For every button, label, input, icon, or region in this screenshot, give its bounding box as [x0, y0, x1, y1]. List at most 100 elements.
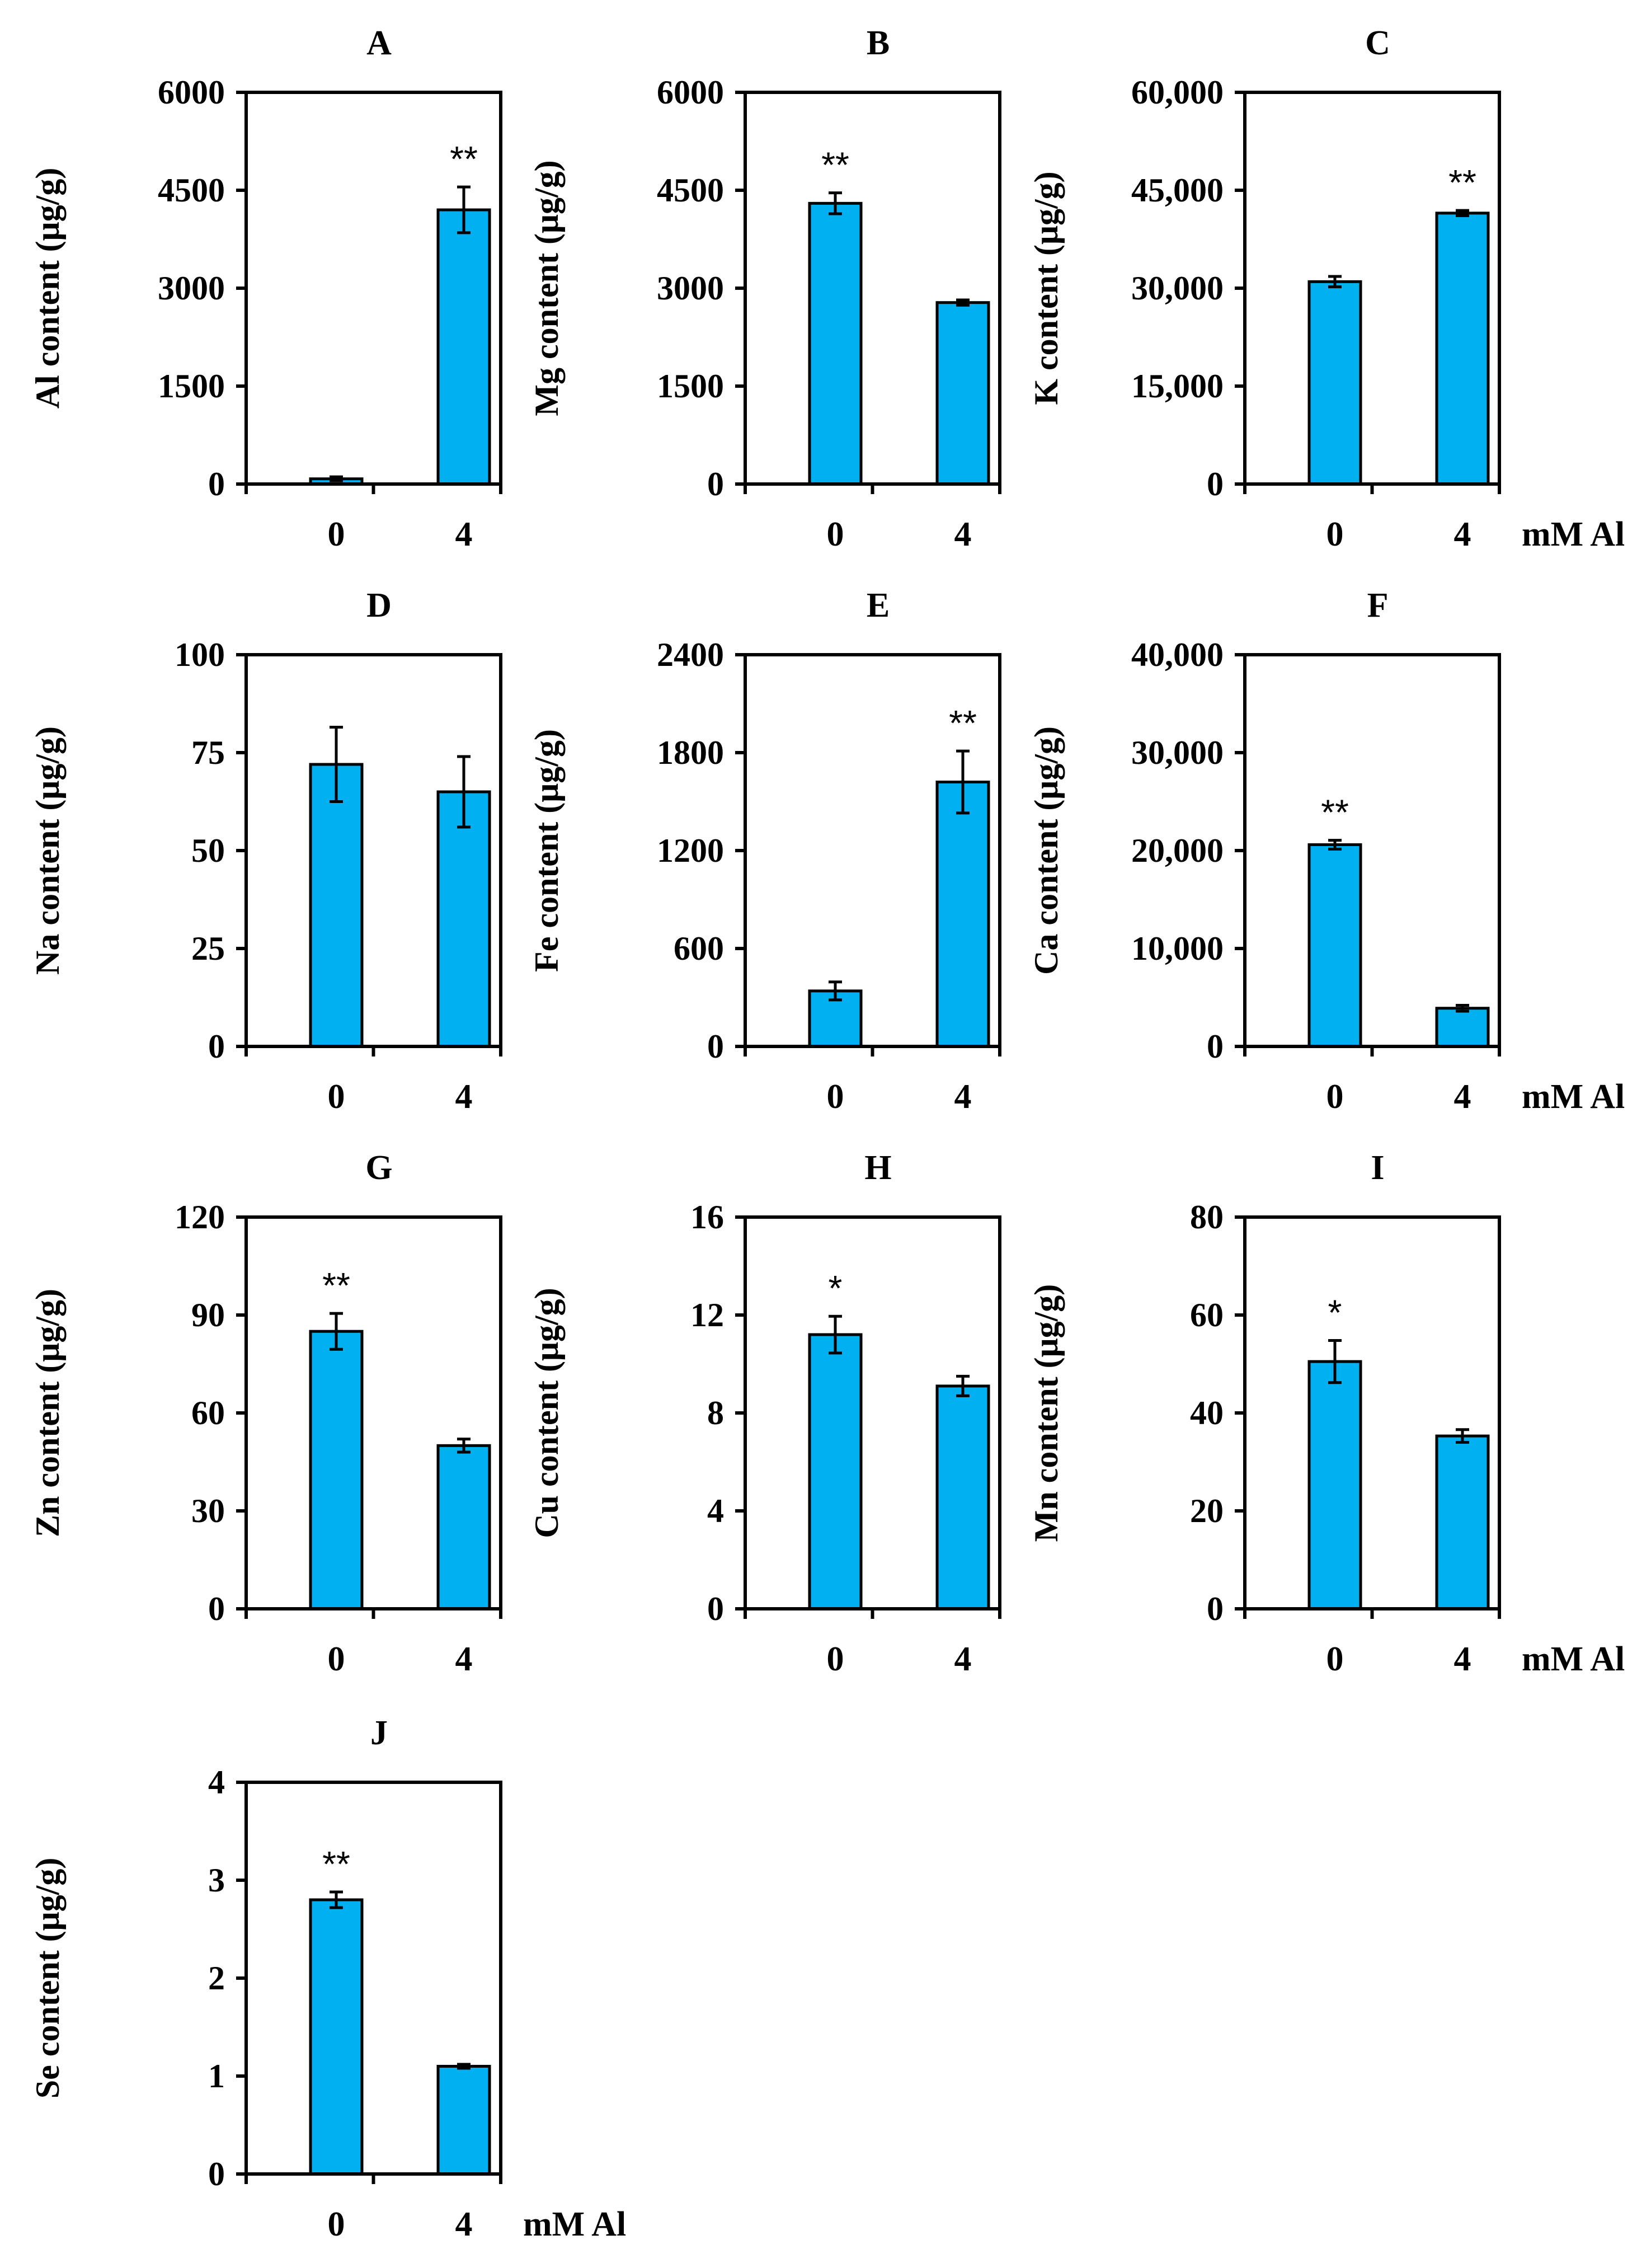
panel-h-ytick-label-2: 8 — [707, 1394, 724, 1431]
panel-f-ytick-label-2: 20,000 — [1131, 832, 1224, 869]
panel-g-errorbar-1 — [457, 1438, 471, 1454]
panel-i-ytick-label-1: 20 — [1190, 1492, 1224, 1529]
panel-g-ytick-label-0: 0 — [208, 1590, 225, 1627]
panel-e-ytick-label-1: 600 — [674, 930, 724, 967]
panel-h-ytick-label-4: 16 — [690, 1199, 724, 1236]
panel-c-ytick-label-3: 45,000 — [1131, 172, 1224, 209]
panel-c-ytick-label-4: 60,000 — [1131, 74, 1224, 111]
panel-a-errorbar-1 — [457, 185, 471, 234]
panel-d-letter: D — [366, 586, 392, 624]
panel-e-significance-1: ** — [949, 703, 977, 743]
panel-f-ytick-label-1: 10,000 — [1131, 930, 1224, 967]
panel-e-letter: E — [867, 586, 890, 624]
panel-g-ytick-label-4: 120 — [175, 1199, 225, 1236]
panel-a-ytick-label-0: 0 — [208, 466, 225, 503]
panel-j-bar-1 — [436, 2065, 491, 2176]
panel-j-letter: J — [370, 1714, 388, 1752]
panel-h-errorbar-0 — [829, 1314, 842, 1355]
panel-i-significance-0: * — [1328, 1293, 1342, 1333]
panel-e-ytick-label-2: 1200 — [657, 832, 724, 869]
panel-j-ylabel: Se content (μg/g) — [29, 1858, 66, 2099]
panel-a-bar-1 — [436, 208, 491, 486]
panel-g-ytick-label-3: 90 — [191, 1297, 225, 1333]
panel-e-ylabel: Fe content (μg/g) — [528, 729, 565, 972]
panel-j-ytick-label-1: 1 — [208, 2058, 225, 2095]
panel-f-ytick-label-4: 40,000 — [1131, 636, 1224, 673]
panel-h-bar-1 — [935, 1384, 990, 1610]
panel-c-letter: C — [1365, 24, 1390, 62]
panel-i-unit-label: mM Al — [1522, 1640, 1625, 1678]
panel-j-bar-0 — [309, 1898, 364, 2176]
panel-h-xtick-0: 0 — [827, 1640, 844, 1678]
panel-c-unit-label: mM Al — [1522, 515, 1625, 553]
panel-f-bar-1 — [1435, 1007, 1490, 1048]
panel-e-ytick-label-0: 0 — [707, 1028, 724, 1065]
panel-i-ylabel: Mn content (μg/g) — [1028, 1284, 1065, 1542]
panel-h-ytick-label-3: 12 — [690, 1297, 724, 1333]
panel-b-ytick-label-1: 1500 — [657, 368, 724, 405]
panel-h-significance-0: * — [829, 1268, 843, 1308]
panel-e-xtick-0: 0 — [827, 1078, 844, 1116]
panel-j-errorbar-0 — [330, 1890, 343, 1909]
panel-f-ytick-label-3: 30,000 — [1131, 734, 1224, 771]
panel-e-errorbar-0 — [829, 980, 842, 1002]
panel-b-ytick-label-0: 0 — [707, 466, 724, 503]
panel-h-letter: H — [864, 1149, 891, 1187]
panel-g-errorbar-0 — [330, 1312, 343, 1351]
panel-e-ytick-label-3: 1800 — [657, 734, 724, 771]
panel-b-errorbar-0 — [829, 191, 842, 215]
panel-f-significance-0: ** — [1321, 792, 1349, 833]
panel-g-xtick-0: 0 — [328, 1640, 345, 1678]
panel-f-errorbar-0 — [1328, 839, 1342, 851]
panel-b-letter: B — [867, 24, 890, 62]
panel-a-errorbar-0 — [330, 475, 343, 482]
panel-g-bar-1 — [436, 1444, 491, 1610]
panel-c-ylabel: K content (μg/g) — [1028, 171, 1065, 405]
panel-d-ytick-label-2: 50 — [191, 832, 225, 869]
panel-h-ytick-label-1: 4 — [707, 1492, 724, 1529]
panel-g-ylabel: Zn content (μg/g) — [29, 1289, 66, 1537]
panel-c-xtick-1: 4 — [1454, 515, 1471, 553]
panel-f-unit-label: mM Al — [1522, 1078, 1625, 1116]
panel-c-xtick-0: 0 — [1326, 515, 1344, 553]
panel-a-xtick-1: 4 — [455, 515, 473, 553]
panel-i-bar-1 — [1435, 1434, 1490, 1610]
panel-f-frame — [1243, 653, 1501, 1048]
panel-a-xtick-0: 0 — [328, 515, 345, 553]
panel-f-errorbar-1 — [1456, 1004, 1469, 1013]
panel-i-bar-0 — [1307, 1360, 1362, 1610]
panel-i-errorbar-1 — [1456, 1428, 1469, 1444]
panel-h-bar-0 — [808, 1333, 863, 1610]
panel-c-significance-1: ** — [1448, 162, 1476, 203]
panel-g-ytick-label-2: 60 — [191, 1394, 225, 1431]
panel-g-ytick-label-1: 30 — [191, 1492, 225, 1529]
panel-i-ytick-label-3: 60 — [1190, 1297, 1224, 1333]
panel-b-significance-0: ** — [821, 145, 849, 185]
panel-d-bar-1 — [436, 790, 491, 1048]
panel-f-bar-0 — [1307, 843, 1362, 1048]
panel-d-ytick-label-1: 25 — [191, 930, 225, 967]
panel-d-ytick-label-4: 100 — [175, 636, 225, 673]
panel-a-ytick-label-2: 3000 — [158, 270, 225, 307]
panel-d-xtick-0: 0 — [328, 1078, 345, 1116]
panel-g-xtick-1: 4 — [455, 1640, 473, 1678]
panel-c-errorbar-1 — [1456, 209, 1469, 217]
panel-j-xtick-0: 0 — [328, 2205, 345, 2243]
panel-j-significance-0: ** — [322, 1844, 350, 1884]
panel-g-bar-0 — [309, 1330, 364, 1610]
panel-h-ylabel: Cu content (μg/g) — [528, 1288, 565, 1538]
panel-b-ytick-label-3: 4500 — [657, 172, 724, 209]
panel-i-xtick-0: 0 — [1326, 1640, 1344, 1678]
panel-g-significance-0: ** — [322, 1265, 350, 1306]
panel-f-xtick-1: 4 — [1454, 1078, 1471, 1116]
panel-d-errorbar-0 — [330, 726, 343, 803]
panel-c-ytick-label-0: 0 — [1207, 466, 1224, 503]
panel-d-ytick-label-0: 0 — [208, 1028, 225, 1065]
panel-e-errorbar-1 — [956, 749, 970, 815]
panel-d-ytick-label-3: 75 — [191, 734, 225, 771]
panel-a-ytick-label-4: 6000 — [158, 74, 225, 111]
panel-i-letter: I — [1371, 1149, 1384, 1187]
panel-b-errorbar-1 — [956, 298, 970, 307]
panel-i-ytick-label-4: 80 — [1190, 1199, 1224, 1236]
panel-i-ytick-label-0: 0 — [1207, 1590, 1224, 1627]
